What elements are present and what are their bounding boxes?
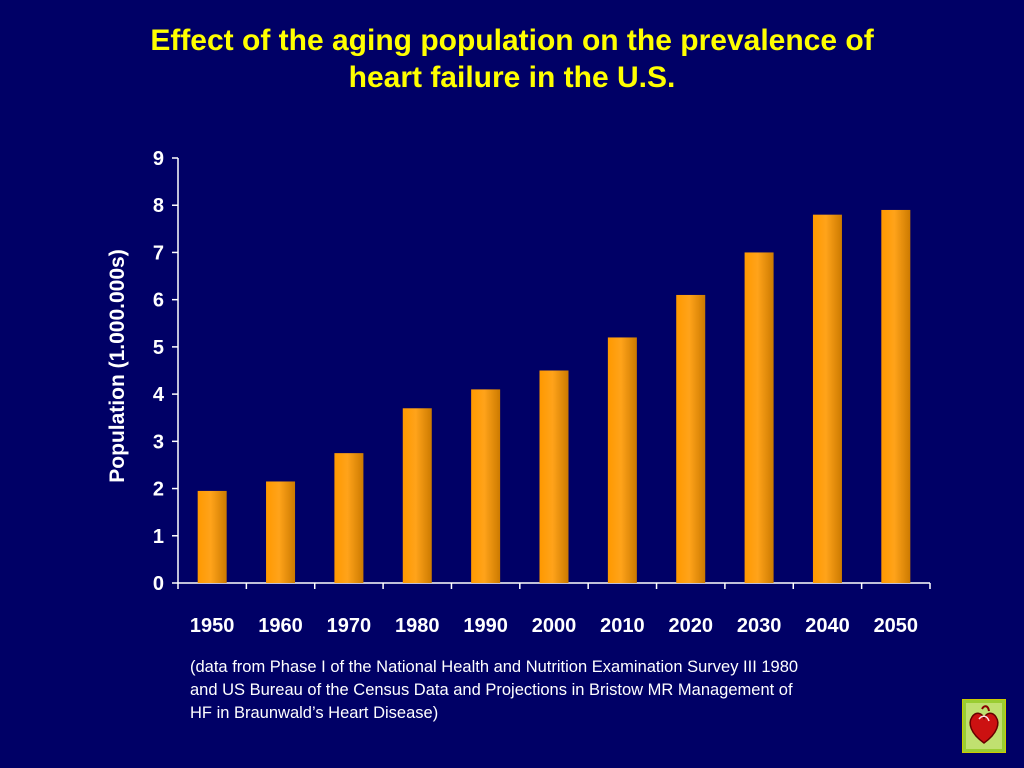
chart-title-line-2: heart failure in the U.S. [348,61,676,94]
y-tick-label: 5 [153,337,164,359]
x-tick-label-2010: 2010 [600,615,645,637]
bar-1950 [197,490,227,583]
y-tick-label: 6 [153,290,164,312]
y-tick-label: 7 [153,242,164,264]
footnote-line-2: and US Bureau of the Census Data and Pro… [190,681,793,699]
x-tick-label-1950: 1950 [190,615,235,637]
bar-1970 [334,453,364,583]
footnote-line-1: (data from Phase I of the National Healt… [190,658,799,676]
bar-2030 [744,252,774,583]
bar-2040 [812,214,842,583]
y-tick-label: 4 [153,384,165,406]
x-tick-label-2020: 2020 [668,615,713,637]
y-tick-label: 2 [153,479,164,501]
heart-logo-icon [962,699,1006,753]
chart-title-line-1: Effect of the aging population on the pr… [150,24,874,57]
chart-title: Effect of the aging population on the pr… [0,22,1024,96]
bar-2020 [676,294,706,583]
bar-1960 [266,481,296,583]
y-tick-label: 8 [153,195,164,217]
bar-1990 [471,389,501,583]
chart-axes: 0 1 2 3 4 5 6 7 8 9 [153,148,931,595]
y-tick-label: 1 [153,526,164,548]
chart-bars [197,209,911,583]
x-tick-label-2040: 2040 [805,615,850,637]
bar-2050 [881,209,911,583]
x-tick-label-1990: 1990 [463,615,508,637]
bar-2000 [539,370,569,583]
x-tick-label-1980: 1980 [395,615,440,637]
y-tick-label: 0 [153,573,164,595]
x-tick-label-2000: 2000 [532,615,577,637]
x-tick-label-1960: 1960 [258,615,303,637]
y-tick-label: 3 [153,431,164,453]
x-tick-label-2050: 2050 [874,615,919,637]
y-tick-label: 9 [153,148,164,170]
x-tick-label-2030: 2030 [737,615,782,637]
bar-2010 [607,337,637,583]
footnote-line-3: HF in Braunwald’s Heart Disease) [190,704,439,722]
y-axis-label: Population (1.000.000s) [106,249,129,483]
data-source-footnote: (data from Phase I of the National Healt… [190,656,950,725]
x-tick-label-1970: 1970 [327,615,372,637]
x-tick-labels: 1950 1960 1970 1980 1990 2000 2010 2020 2030 2040… [190,615,918,637]
bar-1980 [402,408,432,583]
